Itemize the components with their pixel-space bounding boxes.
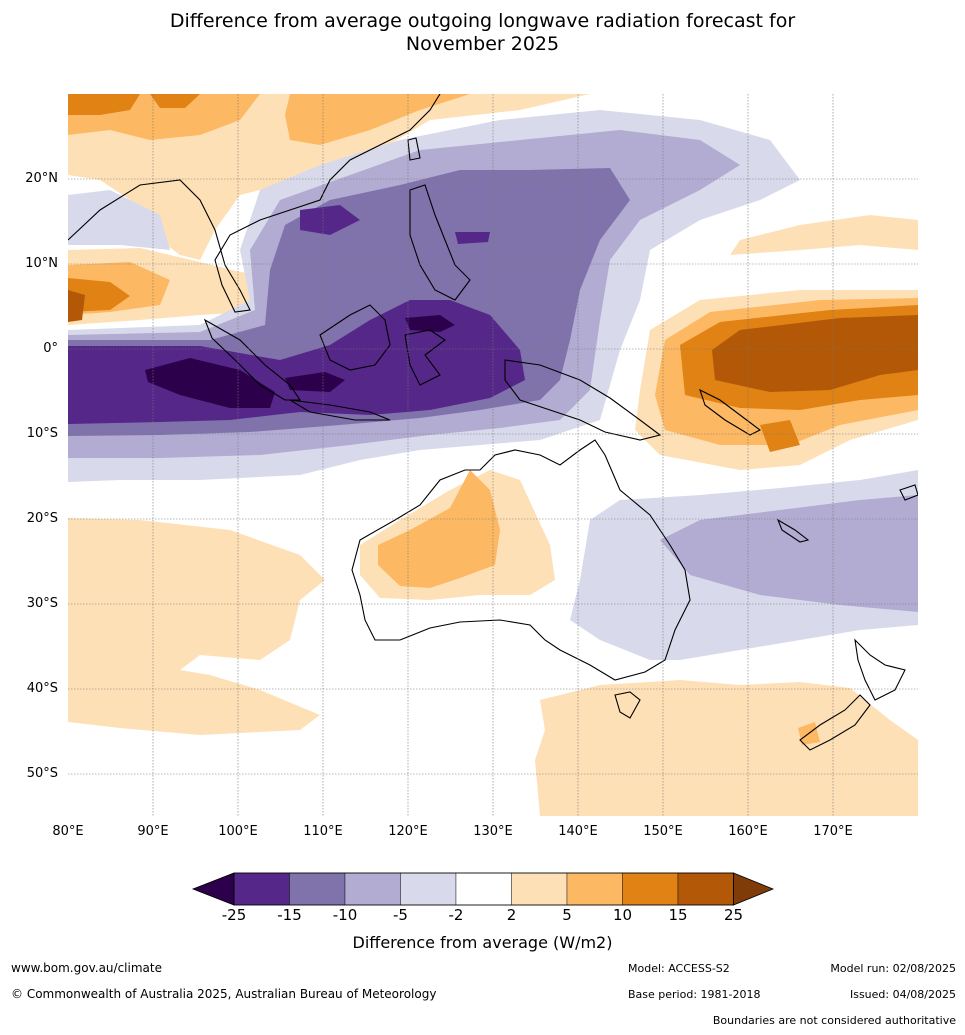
anomaly-region (730, 215, 918, 255)
colorbar-bin (233, 872, 290, 906)
coastlines (68, 94, 918, 751)
coastline-new-zealand-north (854, 638, 906, 701)
footer-issued: Issued: 04/08/2025 (849, 988, 956, 1001)
footer-disclaimer: Boundaries are not considered authoritat… (712, 1014, 956, 1027)
colorbar-bin (566, 872, 623, 906)
lat-label: 20°N (25, 171, 58, 186)
title-line-2: November 2025 (405, 33, 560, 55)
anomaly-region (712, 315, 918, 392)
footer-model: Model: ACCESS-S2 (628, 962, 730, 975)
lon-label: 140°E (558, 824, 598, 839)
colorbar-extend-low (191, 872, 235, 906)
lon-label: 90°E (137, 824, 169, 839)
coastline-new-caledonia (776, 518, 810, 543)
colorbar-tick: 5 (562, 906, 572, 924)
lon-label: 130°E (473, 824, 513, 839)
footer-base-period: Base period: 1981-2018 (628, 988, 761, 1001)
anomaly-region (150, 94, 200, 108)
lon-label: 100°E (218, 824, 258, 839)
coastline-new-guinea (504, 359, 662, 441)
coastline-australia (351, 439, 691, 681)
colorbar-tick: -5 (393, 906, 408, 924)
colorbar-tick: -25 (221, 906, 247, 924)
lon-label: 160°E (728, 824, 768, 839)
colorbar-bin (455, 872, 512, 906)
colorbar-tick: 15 (668, 906, 688, 924)
colorbar (191, 872, 775, 906)
footer-model-run: Model run: 02/08/2025 (830, 962, 956, 975)
chart-title: Difference from average outgoing longwav… (0, 10, 965, 56)
anomaly-region (68, 190, 170, 250)
colorbar-extend-high (733, 872, 775, 906)
lon-label: 110°E (303, 824, 343, 839)
anomaly-region (405, 315, 455, 332)
coastline-mainland-asia (68, 94, 441, 313)
colorbar-tick: 10 (612, 906, 633, 924)
anomaly-region (760, 420, 800, 452)
anomaly-field (68, 94, 918, 816)
coastline-borneo (319, 304, 391, 371)
anomaly-region (455, 232, 490, 244)
colorbar-bin (344, 872, 401, 906)
anomaly-region (285, 372, 345, 392)
coastline-java (289, 399, 391, 421)
colorbar-bin (622, 872, 679, 906)
colorbar-label: Difference from average (W/m2) (352, 933, 613, 952)
colorbar-tick: 2 (506, 906, 517, 924)
lat-label: 40°S (26, 681, 58, 696)
colorbar-frame (233, 872, 734, 906)
colorbar-bin (677, 872, 734, 906)
anomaly-region (68, 94, 590, 260)
colorbar-tick: 25 (723, 906, 744, 924)
anomaly-region (285, 94, 470, 145)
coastline-sulawesi (404, 329, 446, 386)
lon-label: 150°E (643, 824, 683, 839)
anomaly-region (300, 205, 360, 235)
colorbar-tick: -2 (448, 906, 464, 924)
lat-label: 10°S (26, 426, 58, 441)
lat-label: 0° (43, 341, 58, 356)
colorbar-bin (289, 872, 346, 906)
anomaly-region (378, 470, 500, 588)
anomaly-region (68, 518, 325, 735)
lon-label: 170°E (813, 824, 853, 839)
coastline-philippines (409, 184, 471, 301)
lat-label: 10°N (25, 256, 58, 271)
lon-label: 80°E (52, 824, 84, 839)
coastline-tasmania (614, 691, 641, 719)
lon-label: 120°E (388, 824, 428, 839)
lat-label: 30°S (26, 596, 58, 611)
colorbar-bin (511, 872, 568, 906)
anomaly-region (145, 358, 275, 408)
coastline-solomon-islands (699, 388, 762, 436)
title-line-1: Difference from average outgoing longwav… (169, 10, 796, 32)
coastline-taiwan (407, 137, 421, 161)
colorbar-bin (400, 872, 457, 906)
colorbar-tick: -15 (277, 906, 302, 924)
anomaly-region (660, 495, 918, 612)
coastline-new-zealand-south (799, 694, 871, 751)
anomaly-region (68, 290, 85, 322)
anomaly-region (535, 680, 918, 816)
coastline-fiji (899, 484, 918, 501)
gridlines (68, 94, 918, 816)
anomaly-region (68, 94, 140, 115)
lat-label: 20°S (26, 511, 58, 526)
footer-url: www.bom.gov.au/climate (11, 961, 162, 975)
lat-label: 50°S (26, 766, 58, 781)
footer-copyright: © Commonwealth of Australia 2025, Austra… (11, 987, 437, 1001)
colorbar-tick: -10 (332, 906, 358, 924)
